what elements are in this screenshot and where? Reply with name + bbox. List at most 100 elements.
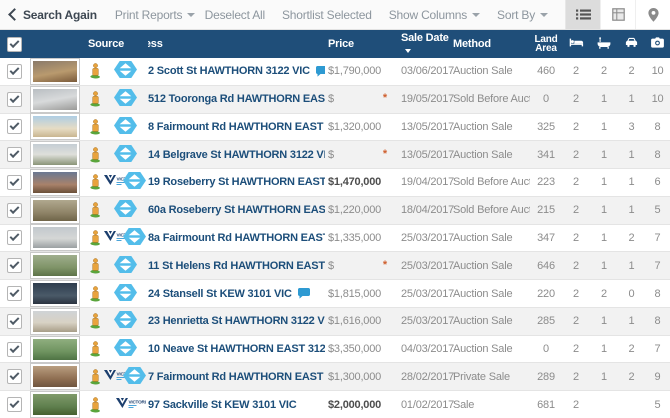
property-address-link-10[interactable]: 10 Neave St HAWTHORN EAST 3123 VIC — [148, 343, 325, 356]
row-checkbox-5[interactable] — [6, 202, 22, 218]
property-thumbnail-10[interactable] — [30, 335, 80, 363]
property-address-link-9[interactable]: 23 Henrietta St HAWTHORN 3122 VIC — [148, 315, 325, 328]
pricefinder-diamond-icon — [113, 144, 137, 165]
row-checkbox-3[interactable] — [6, 147, 22, 163]
row-checkbox-10[interactable] — [6, 341, 22, 357]
property-address-link-6[interactable]: 8a Fairmount Rd HAWTHORN EAST 3123 VIC — [148, 231, 325, 244]
table-row-10: VICTORIA — [0, 335, 670, 364]
row-checkbox-7[interactable] — [6, 258, 22, 274]
table-row-8: VICTORIA — [0, 280, 670, 308]
cars-value: 2 — [628, 231, 635, 244]
method-value: Auction Sale — [453, 315, 513, 328]
row-checkbox-9[interactable] — [6, 313, 22, 329]
property-thumbnail-1[interactable] — [30, 85, 80, 113]
baths-value: 1 — [601, 231, 607, 244]
agent-advised-icon — [89, 119, 100, 135]
property-thumbnail-8[interactable] — [30, 280, 80, 307]
print-reports-label: Print Reports — [114, 7, 183, 22]
price-value: $1,470,000 — [328, 176, 382, 189]
property-address-link-12[interactable]: 97 Sackville St KEW 3101 VIC — [148, 398, 297, 411]
victoria-gov-logo-icon: VICTORIA — [115, 397, 149, 413]
sale-date-value: 01/02/2017 — [401, 398, 455, 411]
sale-date-column-header[interactable]: Sale Date — [395, 32, 450, 56]
table-row-1: VICTORIA — [0, 85, 670, 114]
pricefinder-diamond-icon — [113, 283, 137, 304]
land-area-value: 223 — [537, 176, 555, 189]
agent-advised-icon — [89, 369, 100, 385]
price-value: $ — [328, 148, 334, 161]
select-all-checkbox[interactable] — [6, 36, 22, 52]
property-address-link-8[interactable]: 24 Stansell St KEW 3101 VIC — [148, 287, 292, 300]
method-value: Private Sale — [453, 370, 510, 383]
photos-count: 5 — [654, 398, 661, 411]
row-checkbox-6[interactable] — [6, 230, 22, 246]
method-value: Auction Sale — [453, 148, 513, 161]
comment-bubble-icon[interactable] — [315, 65, 325, 77]
baths-value: 2 — [601, 65, 607, 78]
land-area-value: 325 — [537, 120, 555, 133]
row-checkbox-11[interactable] — [6, 369, 22, 385]
check-icon — [9, 37, 19, 48]
property-thumbnail-11[interactable] — [30, 363, 80, 391]
sale-date-value: 19/04/2017 — [401, 176, 455, 189]
property-thumbnail-6[interactable] — [30, 224, 80, 252]
chevron-left-icon — [8, 8, 21, 21]
row-checkbox-2[interactable] — [6, 119, 22, 135]
sale-date-value: 18/04/2017 — [401, 204, 455, 217]
property-thumbnail-9[interactable] — [30, 307, 80, 335]
row-checkbox-12[interactable] — [6, 397, 22, 413]
property-address-link-2[interactable]: 8 Fairmount Rd HAWTHORN EAST 3123 VIC — [148, 120, 325, 133]
baths-value: 2 — [601, 287, 607, 300]
beds-value: 2 — [573, 259, 579, 272]
check-icon — [9, 120, 19, 131]
beds-value: 2 — [573, 287, 579, 300]
bath-icon — [597, 36, 611, 49]
property-thumbnail-2[interactable] — [30, 113, 80, 141]
property-thumbnail-5[interactable] — [30, 196, 80, 224]
deselect-all-button[interactable]: Deselect All — [205, 0, 265, 29]
row-checkbox-0[interactable] — [6, 63, 22, 79]
table-view-button[interactable] — [601, 0, 636, 29]
map-view-button[interactable] — [636, 0, 670, 29]
list-view-button[interactable] — [566, 0, 601, 29]
check-icon — [9, 148, 19, 159]
print-reports-button[interactable]: Print Reports — [114, 7, 196, 22]
sale-date-value: 25/03/2017 — [401, 287, 455, 300]
price-asterisk: * — [382, 147, 387, 160]
cars-value: 2 — [628, 65, 635, 78]
row-checkbox-4[interactable] — [6, 174, 22, 190]
shortlist-selected-button[interactable]: Shortlist Selected — [282, 0, 372, 29]
land-area-value: 289 — [537, 370, 555, 383]
photos-count: 7 — [654, 231, 661, 244]
price-value: $1,815,000 — [328, 287, 382, 300]
property-address-link-4[interactable]: 19 Roseberry St HAWTHORN EAST 3123 VIC — [148, 176, 325, 189]
property-address-link-11[interactable]: 7 Fairmount Rd HAWTHORN EAST 3123 VIC — [148, 370, 325, 383]
comment-bubble-icon[interactable] — [297, 288, 310, 299]
property-thumbnail-4[interactable] — [30, 168, 80, 196]
agent-advised-icon — [89, 146, 100, 163]
property-address-link-3[interactable]: 14 Belgrave St HAWTHORN 3122 VIC — [148, 148, 325, 161]
cars-value: 1 — [628, 204, 635, 217]
property-thumbnail-12[interactable] — [30, 391, 80, 418]
sale-date-value: 25/03/2017 — [401, 315, 455, 328]
sale-date-value: 25/03/2017 — [401, 259, 455, 272]
row-checkbox-8[interactable] — [6, 286, 22, 301]
price-column-header: Price — [325, 38, 395, 50]
show-columns-dropdown[interactable]: Show Columns — [389, 0, 481, 29]
property-thumbnail-0[interactable] — [30, 57, 80, 85]
land-area-value: 460 — [537, 65, 555, 78]
property-address-link-1[interactable]: 512 Tooronga Rd HAWTHORN EAST 3123 VIC — [148, 93, 325, 106]
baths-value: 1 — [601, 120, 607, 133]
row-checkbox-1[interactable] — [6, 91, 22, 107]
property-thumbnail-3[interactable] — [30, 141, 80, 169]
property-address-link-0[interactable]: 2 Scott St HAWTHORN 3122 VIC — [148, 65, 310, 78]
table-icon — [611, 8, 625, 21]
sort-by-dropdown[interactable]: Sort By — [497, 0, 548, 29]
pricefinder-diamond-icon — [123, 366, 146, 387]
property-address-link-5[interactable]: 60a Roseberry St HAWTHORN EAST 3123 VIC — [148, 204, 325, 217]
property-thumbnail-7[interactable] — [30, 252, 80, 280]
property-address-link-7[interactable]: 11 St Helens Rd HAWTHORN EAST 3123 VIC — [148, 259, 325, 272]
beds-value: 2 — [573, 204, 579, 217]
search-again-button[interactable]: Search Again — [8, 8, 97, 22]
beds-value: 2 — [573, 120, 579, 133]
